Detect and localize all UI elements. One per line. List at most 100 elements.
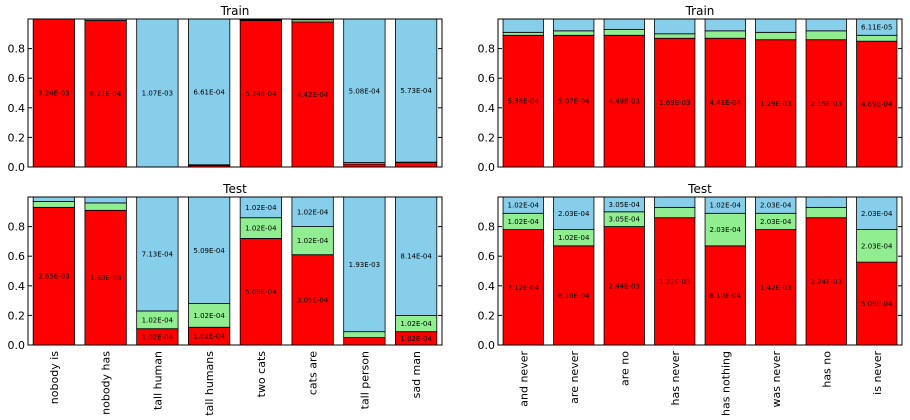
bar-segment [395, 162, 438, 168]
y-tick-label: 0.0 [8, 339, 26, 352]
x-tick-label: nobody has [100, 351, 113, 415]
bar-segment [395, 18, 438, 163]
bar-value-label: 1.07E-03 [142, 90, 173, 98]
x-tick-label: has nothing [719, 351, 732, 416]
bar-value-label: 1.02E-04 [142, 333, 174, 341]
bar-segment [755, 31, 797, 41]
bar-value-label: 4.69E-04 [861, 101, 893, 109]
x-tick-label: cats are [307, 351, 320, 395]
bar-segment [603, 34, 645, 168]
bar-value-label: 1.02E-04 [142, 316, 174, 324]
x-tick-label: are no [618, 351, 631, 386]
bar-value-label: 2.03E-04 [710, 226, 742, 234]
x-tick-label: are never [568, 351, 581, 404]
bar-value-label: 1.42E-03 [760, 284, 791, 292]
bar-value-label: 4.41E-04 [710, 99, 742, 107]
y-tick-label: 0.8 [8, 43, 26, 56]
bar-segment [856, 261, 898, 346]
bar-segment [704, 212, 746, 247]
bar-value-label: 8.14E-04 [400, 253, 432, 261]
bar-segment [502, 18, 544, 33]
bar-segment [32, 196, 75, 202]
bar-value-label: 7.13E-04 [142, 250, 174, 258]
y-tick-label: 0.2 [8, 309, 26, 322]
bar-value-label: 1.02E-04 [508, 202, 540, 210]
bar-segment [32, 201, 75, 208]
bar-value-label: 1.02E-04 [710, 202, 742, 210]
bar-segment [343, 331, 386, 338]
bar-segment [654, 196, 696, 208]
bar-value-label: 1.02E-04 [508, 218, 540, 226]
bar-value-label: 1.02E-04 [245, 225, 277, 233]
x-tick-label: nobody is [48, 351, 61, 404]
bar-segment [291, 196, 334, 228]
bar-segment [239, 238, 282, 346]
bar-value-label: 1.02E-04 [400, 320, 432, 328]
y-tick-label: 0.8 [8, 221, 26, 234]
bar-segment [343, 196, 386, 333]
chart-title: Train [685, 4, 715, 18]
bar-value-label: 3.24E-03 [38, 90, 69, 98]
y-tick-label: 0.6 [478, 72, 496, 85]
bar-segment [654, 33, 696, 39]
bar-segment [654, 217, 696, 346]
y-tick-label: 0.6 [478, 250, 496, 263]
y-tick-label: 0.0 [478, 339, 496, 352]
bar-segment [553, 34, 595, 168]
bar-segment [84, 202, 127, 211]
bar-value-label: 1.93E-03 [349, 261, 380, 269]
bar-segment [84, 20, 127, 168]
bar-value-label: 2.15E-03 [811, 100, 842, 108]
bar-segment [755, 18, 797, 33]
bar-value-label: 7.12E-04 [508, 284, 540, 292]
bar-segment [553, 30, 595, 36]
bar-segment [805, 206, 847, 219]
bar-value-label: 1.02E-04 [297, 237, 329, 245]
bar-value-label: 2.44E-03 [609, 282, 640, 290]
bar-segment [188, 196, 231, 304]
bar-value-label: 1.02E-04 [245, 204, 277, 212]
bar-segment [603, 226, 645, 346]
bar-value-label: 5.08E-04 [349, 87, 381, 95]
bar-segment [704, 245, 746, 346]
bar-segment [704, 18, 746, 32]
bar-segment [603, 18, 645, 30]
y-tick-label: 0.4 [8, 102, 26, 115]
bar-segment [805, 30, 847, 41]
bar-segment [654, 206, 696, 219]
bar-value-label: 5.09E-04 [245, 288, 277, 296]
bar-segment [553, 18, 595, 32]
bar-value-label: 2.24E-03 [811, 278, 842, 286]
y-tick-label: 0.6 [8, 72, 26, 85]
bar-value-label: 4.42E-04 [297, 91, 329, 99]
bar-value-label: 2.03E-04 [558, 210, 590, 218]
bar-value-label: 5.58E-04 [508, 98, 540, 106]
bar-value-label: 2.03E-04 [861, 242, 893, 250]
bar-value-label: 1.02E-04 [400, 335, 432, 343]
bar-value-label: 1.83E-03 [90, 274, 121, 282]
bar-value-label: 6.61E-04 [193, 88, 225, 96]
bar-segment [136, 18, 179, 168]
bar-segment [856, 229, 898, 263]
x-tick-label: tall humans [203, 351, 216, 416]
plot-frame [27, 18, 443, 168]
bar-value-label: 5.24E-04 [245, 90, 277, 98]
bar-segment [603, 28, 645, 36]
x-tick-label: and never [517, 351, 530, 407]
bar-segment [136, 196, 179, 312]
y-tick-label: 0.0 [8, 161, 26, 174]
bar-value-label: 1.02E-04 [558, 234, 590, 242]
bar-segment [856, 40, 898, 168]
bar-value-label: 1.02E-04 [193, 333, 225, 341]
bar-value-label: 3.05E-04 [609, 201, 641, 209]
bar-segment [755, 229, 797, 346]
bar-segment [856, 196, 898, 230]
bar-value-label: 1.02E-04 [297, 208, 329, 216]
bar-segment [291, 21, 334, 168]
bar-value-label: 5.73E-04 [400, 87, 432, 95]
bar-segment [805, 196, 847, 208]
x-tick-label: has never [669, 351, 682, 406]
bar-value-label: 2.03E-04 [861, 210, 893, 218]
y-tick-label: 0.4 [8, 280, 26, 293]
bar-segment [84, 209, 127, 346]
